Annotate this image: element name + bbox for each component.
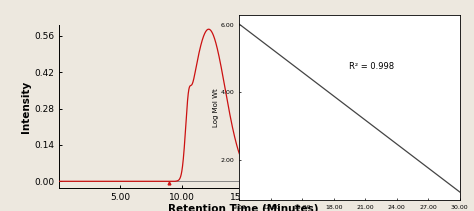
Text: R² = 0.998: R² = 0.998 [349, 62, 394, 71]
Y-axis label: Intensity: Intensity [21, 80, 31, 133]
X-axis label: Retention Time (Minutes): Retention Time (Minutes) [168, 204, 318, 211]
Y-axis label: Log Mol Wt: Log Mol Wt [213, 88, 219, 127]
